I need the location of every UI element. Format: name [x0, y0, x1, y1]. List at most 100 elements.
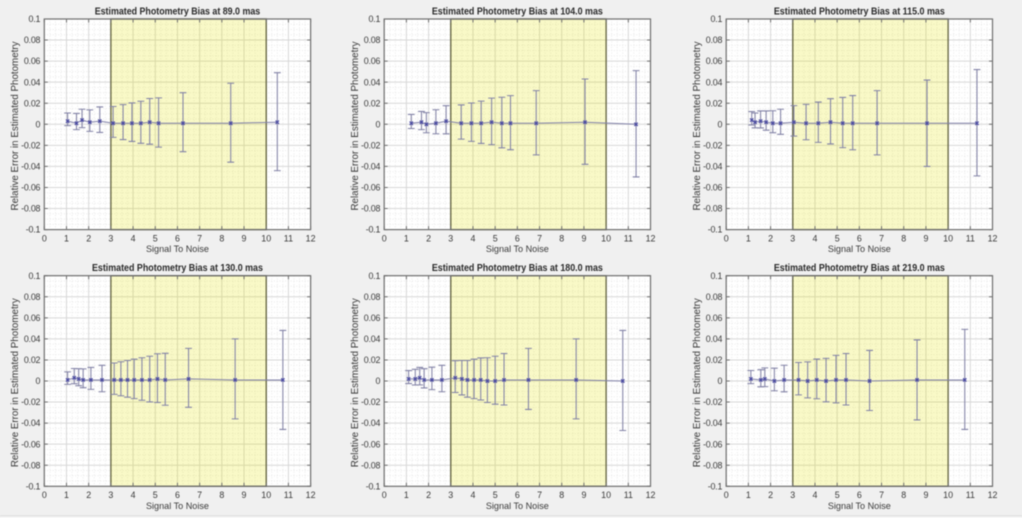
svg-text:0: 0: [36, 376, 41, 386]
svg-text:5: 5: [493, 233, 498, 243]
svg-text:0: 0: [42, 233, 47, 243]
svg-text:0.06: 0.06: [24, 313, 41, 323]
svg-text:2: 2: [426, 233, 431, 243]
svg-text:5: 5: [835, 490, 840, 500]
svg-text:0.06: 0.06: [706, 313, 723, 323]
svg-text:-0.06: -0.06: [703, 439, 722, 449]
svg-text:-0.02: -0.02: [21, 140, 40, 150]
svg-text:4: 4: [813, 233, 818, 243]
svg-text:11: 11: [966, 233, 975, 243]
svg-text:-0.02: -0.02: [361, 140, 380, 150]
svg-text:0.08: 0.08: [706, 292, 723, 302]
svg-text:9: 9: [581, 490, 586, 500]
svg-text:6: 6: [515, 233, 520, 243]
svg-text:0.06: 0.06: [706, 56, 723, 66]
svg-text:2: 2: [86, 233, 91, 243]
svg-text:1: 1: [746, 490, 751, 500]
svg-text:-0.04: -0.04: [703, 162, 722, 172]
svg-text:0.08: 0.08: [24, 292, 41, 302]
svg-text:-0.08: -0.08: [361, 460, 380, 470]
svg-text:-0.04: -0.04: [703, 418, 722, 428]
svg-text:0.04: 0.04: [24, 334, 41, 344]
svg-text:5: 5: [153, 233, 158, 243]
svg-text:7: 7: [197, 490, 202, 500]
svg-text:-0.08: -0.08: [703, 460, 722, 470]
svg-text:0.04: 0.04: [364, 334, 381, 344]
svg-text:4: 4: [131, 490, 136, 500]
svg-text:6: 6: [175, 490, 180, 500]
svg-text:6: 6: [857, 233, 862, 243]
svg-text:12: 12: [646, 233, 656, 243]
svg-text:Relative Error in Estimated Ph: Relative Error in Estimated Photometry: [350, 298, 361, 467]
svg-text:-0.04: -0.04: [361, 162, 380, 172]
svg-text:0.1: 0.1: [29, 271, 41, 281]
svg-text:0.1: 0.1: [368, 271, 380, 281]
svg-text:0: 0: [375, 376, 380, 386]
svg-text:0.04: 0.04: [364, 77, 381, 87]
svg-text:10: 10: [261, 490, 271, 500]
svg-text:-0.04: -0.04: [21, 418, 40, 428]
svg-text:0.06: 0.06: [364, 313, 381, 323]
svg-text:6: 6: [515, 490, 520, 500]
svg-text:1: 1: [404, 490, 409, 500]
svg-text:3: 3: [448, 233, 453, 243]
svg-text:11: 11: [284, 490, 293, 500]
svg-text:0: 0: [717, 119, 722, 129]
svg-text:5: 5: [153, 490, 158, 500]
svg-text:Signal To Noise: Signal To Noise: [146, 500, 209, 511]
svg-text:8: 8: [901, 233, 906, 243]
svg-text:-0.1: -0.1: [708, 481, 723, 491]
svg-text:-0.1: -0.1: [26, 225, 41, 235]
svg-text:-0.1: -0.1: [26, 481, 41, 491]
svg-text:0.06: 0.06: [364, 56, 381, 66]
svg-text:7: 7: [197, 233, 202, 243]
svg-text:10: 10: [261, 233, 271, 243]
svg-text:0: 0: [36, 119, 41, 129]
svg-text:Estimated Photometry Bias at 1: Estimated Photometry Bias at 104.0 mas: [432, 6, 603, 17]
svg-text:-0.02: -0.02: [21, 397, 40, 407]
svg-text:0.08: 0.08: [24, 35, 41, 45]
svg-text:0.04: 0.04: [24, 77, 41, 87]
svg-text:0.02: 0.02: [24, 355, 41, 365]
svg-text:12: 12: [988, 233, 998, 243]
svg-text:3: 3: [790, 490, 795, 500]
svg-text:8: 8: [219, 233, 224, 243]
svg-text:9: 9: [242, 233, 247, 243]
svg-text:11: 11: [284, 233, 293, 243]
svg-text:-0.02: -0.02: [703, 140, 722, 150]
svg-text:-0.06: -0.06: [21, 183, 40, 193]
svg-text:0.08: 0.08: [364, 35, 381, 45]
svg-text:4: 4: [471, 233, 476, 243]
svg-text:Estimated Photometry Bias at 1: Estimated Photometry Bias at 115.0 mas: [774, 6, 945, 17]
svg-text:0.02: 0.02: [24, 98, 41, 108]
svg-text:-0.04: -0.04: [21, 162, 40, 172]
svg-text:0.04: 0.04: [706, 334, 723, 344]
svg-text:0.1: 0.1: [368, 14, 380, 24]
svg-text:8: 8: [901, 490, 906, 500]
svg-text:0: 0: [382, 490, 387, 500]
svg-text:Relative Error in Estimated Ph: Relative Error in Estimated Photometry: [350, 41, 361, 210]
svg-text:Relative Error in Estimated Ph: Relative Error in Estimated Photometry: [692, 41, 703, 210]
svg-text:0.1: 0.1: [710, 271, 722, 281]
svg-text:Estimated Photometry Bias at 8: Estimated Photometry Bias at 89.0 mas: [95, 6, 261, 17]
svg-text:8: 8: [219, 490, 224, 500]
svg-text:-0.06: -0.06: [361, 183, 380, 193]
svg-text:0: 0: [724, 233, 729, 243]
svg-text:-0.06: -0.06: [703, 183, 722, 193]
svg-text:-0.08: -0.08: [703, 204, 722, 214]
svg-text:0: 0: [717, 376, 722, 386]
svg-text:4: 4: [131, 233, 136, 243]
svg-text:7: 7: [537, 233, 542, 243]
svg-text:6: 6: [175, 233, 180, 243]
svg-text:12: 12: [988, 490, 998, 500]
svg-text:4: 4: [813, 490, 818, 500]
svg-text:9: 9: [242, 490, 247, 500]
svg-text:1: 1: [746, 233, 751, 243]
svg-text:Signal To Noise: Signal To Noise: [486, 500, 549, 511]
svg-text:8: 8: [559, 233, 564, 243]
svg-text:7: 7: [879, 490, 884, 500]
svg-text:12: 12: [306, 490, 316, 500]
svg-text:0: 0: [382, 233, 387, 243]
svg-text:1: 1: [64, 233, 69, 243]
svg-text:0: 0: [42, 490, 47, 500]
